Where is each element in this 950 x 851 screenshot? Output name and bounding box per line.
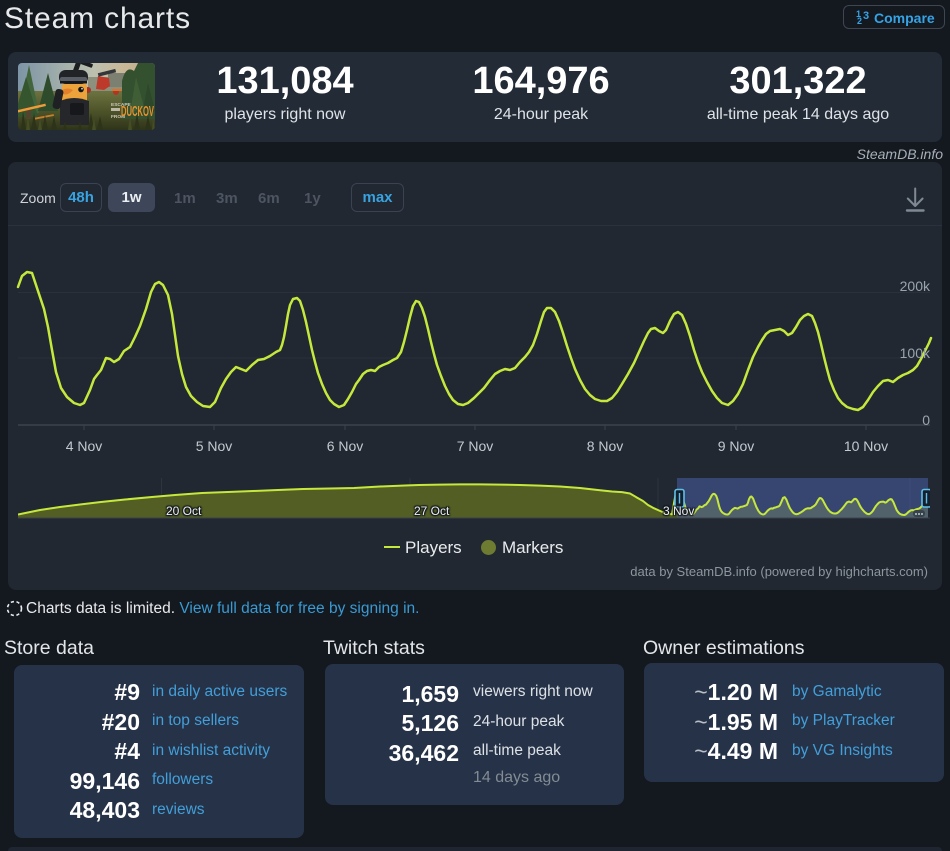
svg-text:FROM: FROM — [111, 114, 125, 120]
svg-text:DUCKOV: DUCKOV — [121, 104, 154, 120]
svg-text:ESCAPE: ESCAPE — [111, 102, 132, 108]
